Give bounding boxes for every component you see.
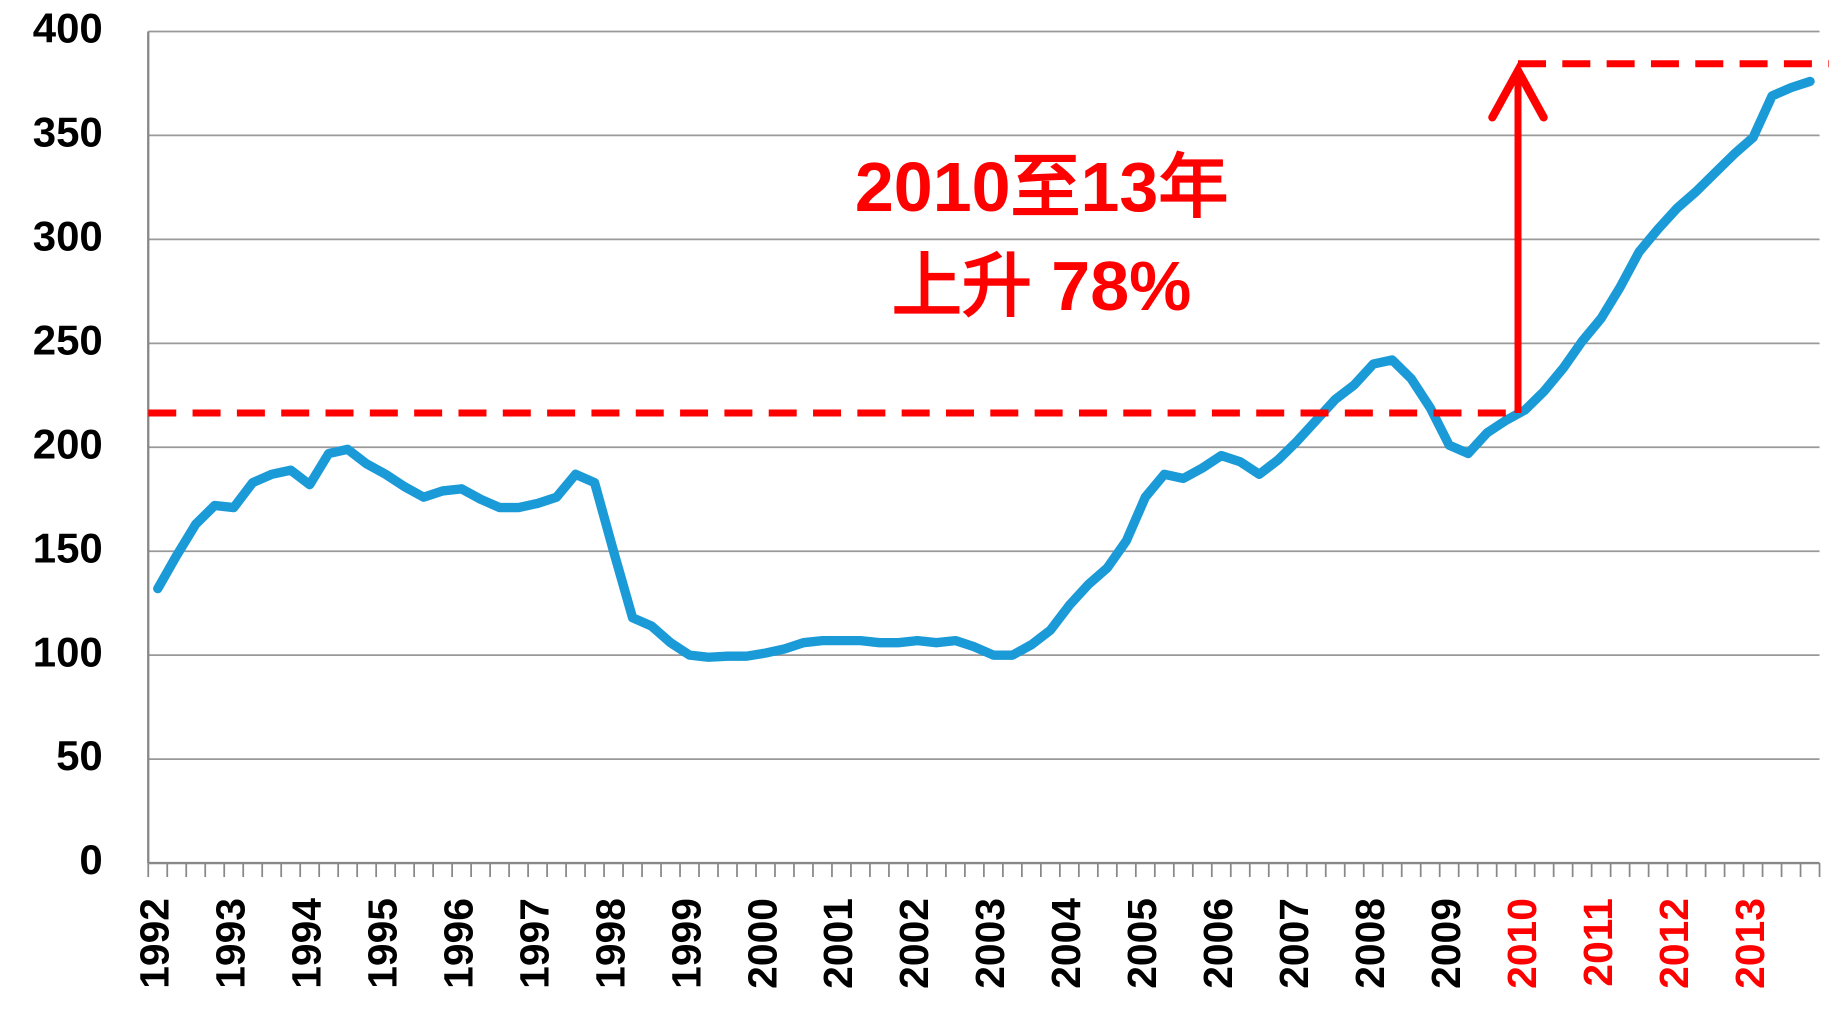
x-tick-label: 2000 xyxy=(739,898,785,989)
x-tick-label: 2008 xyxy=(1347,898,1393,989)
x-tick-label: 2010 xyxy=(1499,898,1545,989)
x-tick-label: 2001 xyxy=(815,898,861,989)
x-tick-label: 2002 xyxy=(891,898,937,989)
x-tick-label: 2003 xyxy=(967,898,1013,989)
y-tick-label: 250 xyxy=(33,316,103,363)
x-tick-label: 2005 xyxy=(1119,898,1165,989)
x-tick-label: 1997 xyxy=(511,898,557,989)
x-tick-label: 1995 xyxy=(359,898,405,989)
x-tick-label: 1992 xyxy=(132,898,178,989)
x-tick-label: 1993 xyxy=(207,898,253,989)
annotation-line: 2010至13年 xyxy=(855,148,1228,226)
y-tick-label: 300 xyxy=(33,212,103,259)
annotation-line: 上升 78% xyxy=(892,247,1191,325)
arrow-head xyxy=(1488,62,1548,122)
y-tick-label: 400 xyxy=(33,5,103,52)
y-tick-label: 0 xyxy=(79,836,102,883)
y-tick-label: 150 xyxy=(33,524,103,571)
x-tick-label: 2009 xyxy=(1423,898,1469,989)
y-tick-label: 100 xyxy=(33,628,103,675)
x-tick-label: 1996 xyxy=(435,898,481,989)
x-tick-label: 2006 xyxy=(1195,898,1241,989)
x-tick-label: 1998 xyxy=(587,898,633,989)
x-tick-label: 2012 xyxy=(1651,898,1697,989)
y-tick-label: 50 xyxy=(56,732,103,779)
y-tick-label: 200 xyxy=(33,420,103,467)
x-tick-label: 2011 xyxy=(1575,898,1621,987)
y-tick-label: 350 xyxy=(33,109,103,156)
x-tick-label: 1999 xyxy=(663,898,709,989)
data-line xyxy=(153,76,1815,662)
x-tick-label: 2004 xyxy=(1043,898,1089,989)
x-tick-label: 2013 xyxy=(1727,898,1773,989)
x-tick-label: 2007 xyxy=(1271,898,1317,989)
x-tick-label: 1994 xyxy=(283,898,329,989)
